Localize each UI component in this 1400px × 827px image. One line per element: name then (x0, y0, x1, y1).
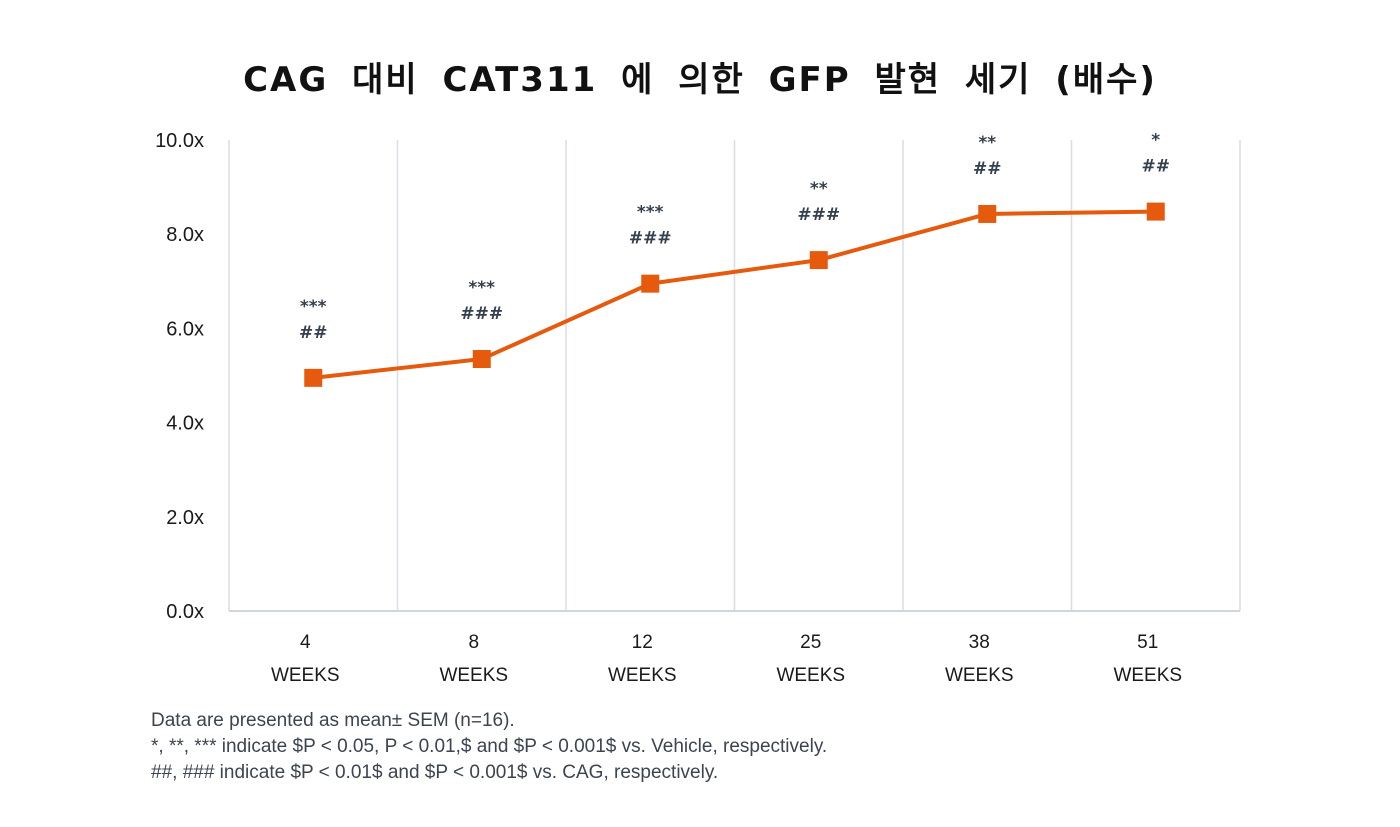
significance-label-layer: *** ## *** ### *** ### ** ### ** ## * ## (299, 131, 1170, 343)
y-tick-label: 8.0x (166, 224, 204, 246)
significance-cag-label: ## (973, 159, 1002, 179)
x-tick-label-number: 12 (632, 632, 653, 653)
significance-vehicle-label: ** (810, 179, 828, 199)
data-point-marker (304, 368, 323, 387)
significance-vehicle-label: * (1151, 131, 1160, 151)
series-line (313, 209, 1156, 380)
significance-cag-label: ## (1142, 157, 1171, 177)
significance-cag-label: ## (299, 323, 328, 343)
x-tick-label-number: 25 (800, 632, 821, 653)
footnotes: Data are presented as mean± SEM (n=16). … (151, 708, 827, 786)
x-tick-label-number: 4 (300, 632, 311, 653)
x-tick-label-unit: WEEKS (776, 665, 845, 686)
x-tick-label-number: 51 (1137, 632, 1158, 653)
data-point-layer (304, 202, 1165, 387)
x-tick-label-unit: WEEKS (945, 665, 1014, 686)
y-tick-labels: 0.0x 2.0x 4.0x 6.0x 8.0x 10.0x (155, 130, 204, 623)
y-tick-label: 4.0x (166, 413, 204, 435)
x-tick-label-unit: WEEKS (1113, 665, 1182, 686)
x-tick-label-unit: WEEKS (439, 665, 508, 686)
y-tick-label: 10.0x (155, 130, 204, 152)
data-point-marker (1146, 202, 1165, 221)
footnote-line: Data are presented as mean± SEM (n=16). (151, 710, 515, 731)
chart-title: CAG 대비 CAT311 에 의한 GFP 발현 세기 (배수) (243, 60, 1157, 100)
significance-vehicle-label: *** (300, 297, 327, 317)
data-point-marker (472, 350, 491, 369)
line-chart: 0.0x 2.0x 4.0x 6.0x 8.0x 10.0x 4 WEEKS 8 WEEKS 12… (155, 130, 1241, 686)
x-tick-label-unit: WEEKS (271, 665, 340, 686)
significance-vehicle-label: ** (978, 133, 996, 153)
data-point-marker (809, 251, 828, 270)
y-tick-label: 2.0x (166, 507, 204, 529)
x-tick-label-number: 38 (969, 632, 990, 653)
significance-cag-label: ### (797, 205, 840, 225)
footnote-line: ##, ### indicate $P < 0.01$ and $P < 0.0… (151, 762, 719, 783)
x-tick-label-number: 8 (468, 632, 479, 653)
x-tick-labels: 4 WEEKS 8 WEEKS 12 WEEKS 25 WEEKS 38 WEEKS 51 WEEKS (271, 632, 1182, 686)
data-point-marker (641, 274, 660, 293)
data-point-marker (978, 204, 997, 223)
significance-vehicle-label: *** (637, 203, 664, 223)
y-tick-label: 6.0x (166, 318, 204, 340)
y-tick-label: 0.0x (166, 601, 204, 623)
grid-layer (228, 140, 1241, 612)
x-tick-label-unit: WEEKS (608, 665, 677, 686)
significance-vehicle-label: *** (468, 278, 495, 298)
series-line-layer (313, 209, 1156, 380)
footnote-line: *, **, *** indicate $P < 0.05, P < 0.01,… (151, 736, 828, 757)
significance-cag-label: ### (629, 229, 672, 249)
significance-cag-label: ### (460, 304, 503, 324)
